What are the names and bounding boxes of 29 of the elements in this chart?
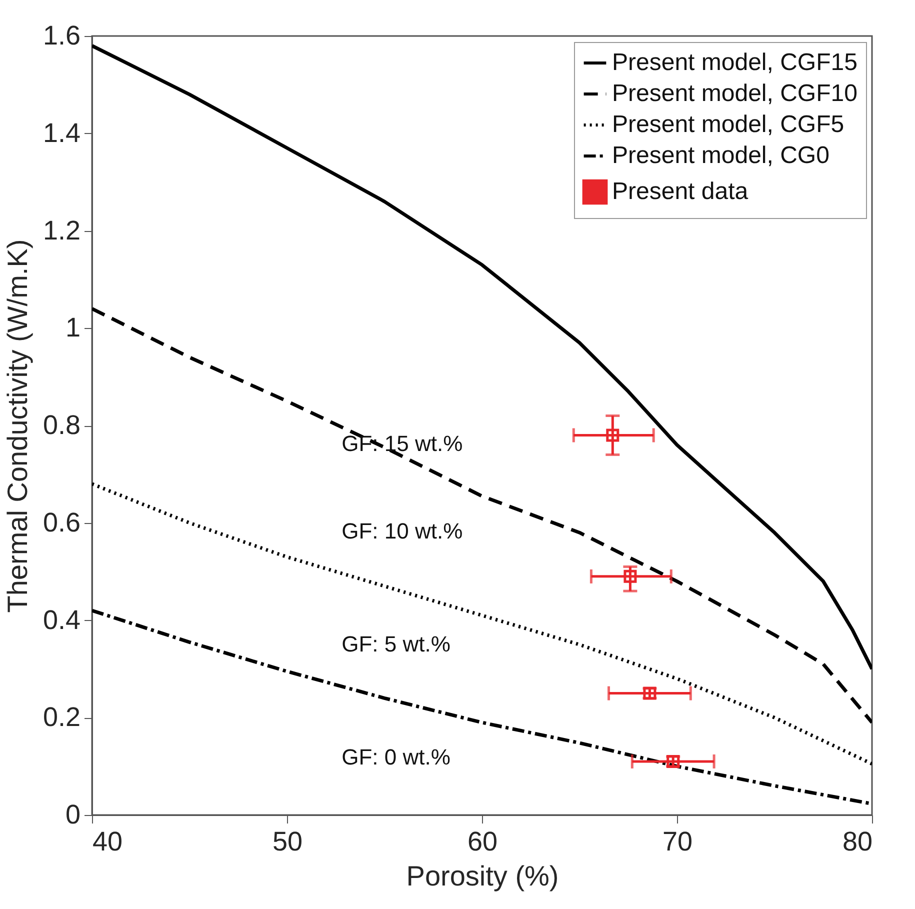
x-tick-label: 50 (272, 826, 303, 856)
y-tick-label: 0.2 (42, 702, 80, 732)
y-tick-label: 0.6 (42, 507, 80, 538)
y-tick-label: 1.4 (42, 118, 80, 148)
x-tick-label: 80 (842, 826, 872, 856)
annotation: GF: 0 wt.% (342, 744, 450, 770)
annotation: GF: 15 wt.% (342, 431, 463, 456)
legend-label: Present model, CGF5 (612, 111, 844, 138)
y-tick-label: 0 (65, 800, 80, 830)
x-axis-title: Porosity (%) (406, 860, 559, 892)
legend-label: Present model, CGF15 (612, 49, 858, 76)
line-series (92, 482, 872, 766)
annotation: GF: 10 wt.% (342, 518, 463, 544)
y-tick-label: 0.4 (42, 604, 80, 635)
line-series (92, 44, 872, 671)
line-series (92, 306, 872, 724)
y-tick-label: 1.6 (42, 20, 80, 50)
legend-label: Present model, CGF10 (612, 80, 858, 107)
y-tick-label: 1 (65, 312, 80, 343)
legend-label: Present data (612, 178, 749, 205)
annotation: GF: 5 wt.% (342, 631, 450, 656)
x-tick-label: 60 (467, 826, 498, 856)
y-axis-title: Thermal Conductivity (W/m.K) (2, 239, 33, 613)
line-series (92, 608, 872, 806)
x-tick-label: 40 (92, 826, 123, 856)
y-tick-label: 1.2 (42, 215, 80, 246)
x-tick-label: 70 (662, 826, 693, 856)
y-tick-label: 0.8 (42, 410, 80, 440)
legend-label: Present model, CG0 (612, 142, 830, 169)
